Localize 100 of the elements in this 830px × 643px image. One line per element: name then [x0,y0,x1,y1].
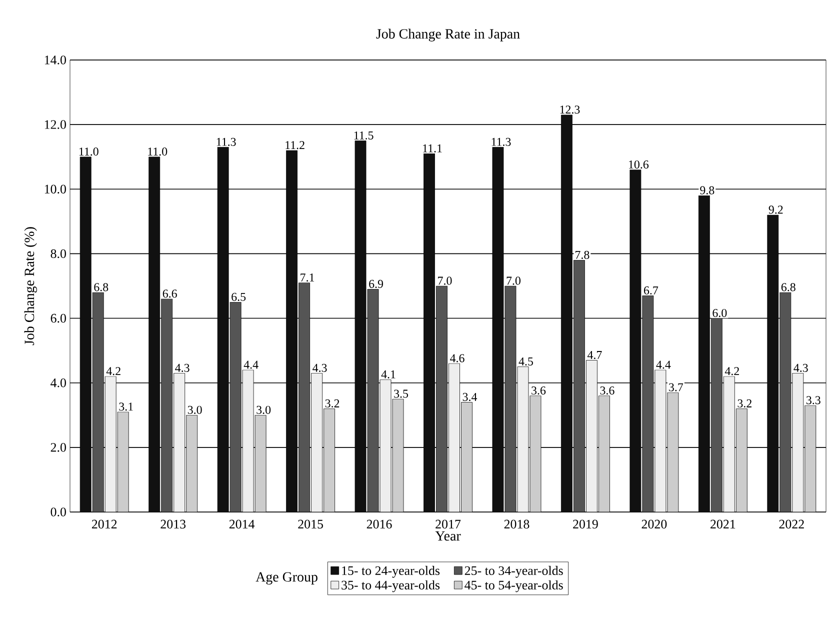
bar [80,156,92,512]
x-tick-label: 2017 [436,520,461,529]
data-label: 7.0 [438,276,452,285]
bar [148,156,160,512]
x-tick-label: 2022 [779,520,804,529]
data-label: 3.4 [462,392,478,402]
x-tick-label: 2020 [642,520,667,529]
y-tick-label: 4.0 [50,378,66,388]
data-label: 6.0 [712,308,727,318]
bar [118,412,129,512]
data-label: 11.0 [79,148,98,156]
y-tick-label: 14.0 [44,56,66,64]
data-label: 11.0 [148,148,168,156]
bar [367,289,379,512]
data-label: 4.6 [450,354,464,362]
bar [710,318,722,512]
x-tick-label: 2019 [573,520,598,529]
data-label: 11.3 [216,138,236,146]
bar [530,396,542,512]
bar [561,114,572,512]
bar [380,379,392,512]
data-label: 3.0 [256,406,271,414]
chart-title: Job Change Rate in Japan [376,28,520,42]
data-label: 4.3 [794,364,808,372]
data-label: 3.7 [669,383,684,392]
data-label: 4.7 [587,351,602,360]
bar [630,170,642,512]
data-label: 4.1 [381,370,396,378]
bar [642,295,654,512]
y-axis-title: Job Change Rate (%) [24,227,37,346]
data-label: 11.2 [286,141,304,150]
y-tick-label: 2.0 [50,443,66,452]
legend-title: Age Group [256,572,318,585]
data-label: 4.4 [656,360,671,369]
bar [161,298,173,512]
bar [436,286,448,512]
data-label: 6.8 [781,283,796,292]
bar [792,372,804,512]
y-tick-label: 6.0 [50,314,66,323]
data-label: 7.0 [506,276,520,285]
data-label: 4.2 [724,367,739,376]
y-tick-label: 12.0 [44,120,66,129]
y-tick-label: 10.0 [44,184,66,194]
data-label: 11.1 [423,144,442,152]
bar [424,153,435,512]
data-label: 3.6 [600,386,614,395]
bar [311,372,322,512]
bar [174,372,186,512]
x-tick-label: 2012 [92,520,117,529]
bar [723,376,735,512]
bar [598,396,610,512]
x-tick-label: 2018 [504,520,530,529]
data-label: 6.6 [162,290,177,298]
bar [217,146,229,512]
bar [242,370,254,512]
data-label: 3.0 [188,406,202,414]
data-label: 6.5 [232,292,246,301]
legend-label: 25- to 34-year-olds [464,566,563,578]
data-label: 6.7 [644,286,658,294]
bar [767,214,779,512]
data-label: 6.9 [369,280,384,288]
data-label: 4.5 [518,357,533,366]
bar [736,408,748,512]
bar [324,408,335,512]
x-tick-label: 2014 [229,520,255,529]
bar [230,302,242,512]
bar [104,376,116,512]
bar [654,370,666,512]
data-label: 7.1 [300,274,314,282]
bar [504,286,516,512]
data-label: 3.5 [394,390,408,398]
bar [286,150,298,512]
data-label: 11.3 [492,138,511,146]
bar [461,402,472,512]
bar [186,414,198,512]
bar [392,398,404,512]
bar [667,392,679,512]
data-label: 6.8 [94,283,108,292]
legend-label: 35- to 44-year-olds [342,580,440,592]
data-label: 7.8 [576,250,590,259]
bar [804,405,816,512]
data-label: 4.4 [244,360,258,369]
data-label: 9.8 [700,186,714,194]
y-tick-label: 8.0 [50,249,66,258]
data-label: 3.6 [532,386,546,395]
bar [492,146,504,512]
x-tick-label: 2016 [366,520,392,529]
y-tick-label: 0.0 [50,508,66,516]
x-tick-label: 2015 [298,520,323,529]
bar [448,363,460,512]
bar [354,140,366,512]
data-label: 4.3 [175,364,190,372]
data-label: 3.2 [325,399,340,408]
x-tick-label: 2013 [160,520,186,529]
legend-label: 45- to 54-year-olds [464,580,563,592]
data-label: 10.6 [629,160,649,169]
data-label: 9.2 [768,206,783,214]
data-label: 11.5 [354,131,374,140]
bar [517,366,529,512]
data-label: 4.2 [106,367,120,376]
